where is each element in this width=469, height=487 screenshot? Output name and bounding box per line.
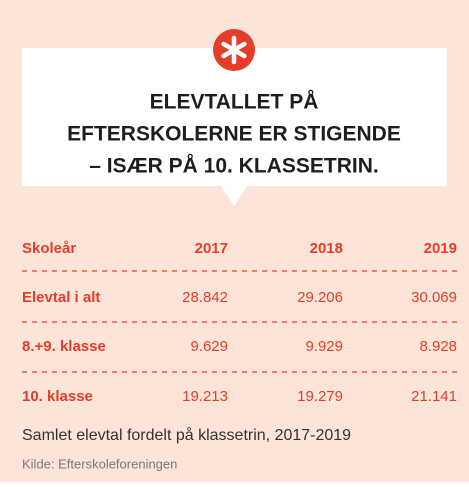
column-header: Skoleår: [22, 240, 76, 257]
row-label: 10. klasse: [22, 388, 93, 405]
title-line: – ISÆR PÅ 10. KLASSETRIN.: [89, 154, 378, 178]
column-header: 2018: [310, 240, 343, 257]
cell: 8.928: [419, 338, 457, 355]
cell: 9.629: [190, 338, 228, 355]
row-label: Elevtal i alt: [22, 289, 100, 306]
source: Kilde: Efterskoleforeningen: [22, 456, 177, 471]
title-line: ELEVTALLET PÅ: [150, 90, 319, 114]
row-label: 8.+9. klasse: [22, 338, 106, 355]
cell: 30.069: [411, 289, 457, 306]
cell: 19.279: [297, 388, 343, 405]
cell: 19.213: [182, 388, 228, 405]
title-line: EFTERSKOLERNE ER STIGENDE: [67, 123, 401, 146]
cell: 21.141: [411, 388, 457, 405]
cell: 9.929: [305, 338, 343, 355]
cell: 28.842: [182, 289, 228, 306]
title-banner: [22, 48, 447, 206]
column-header: 2019: [424, 240, 457, 257]
caption: Samlet elevtal fordelt på klassetrin, 20…: [22, 426, 351, 444]
column-header: 2017: [195, 240, 228, 257]
asterisk: [221, 35, 247, 65]
cell: 29.206: [297, 289, 343, 306]
